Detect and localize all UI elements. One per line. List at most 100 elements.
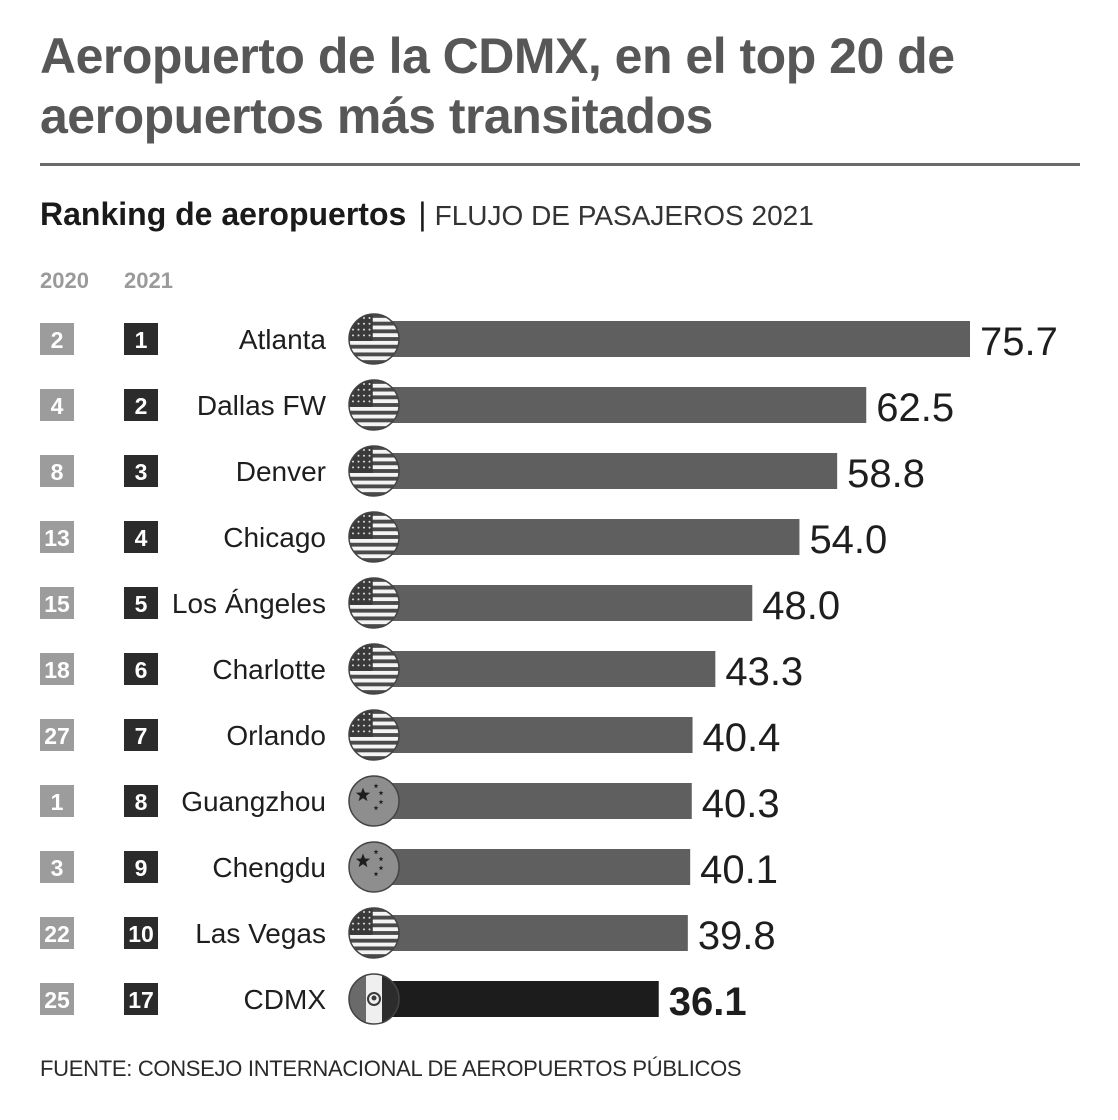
- subtitle-separator: |: [418, 196, 427, 232]
- us-flag-icon: [348, 709, 400, 761]
- rank-2021-label: 4: [135, 525, 148, 551]
- rank-2020-badge: 8: [40, 455, 74, 487]
- rank-2021-label: 5: [135, 591, 148, 617]
- value-label: 54.0: [809, 518, 887, 562]
- us-flag-icon: [348, 907, 400, 959]
- value-label: 62.5: [876, 386, 954, 430]
- rank-2020-label: 25: [44, 987, 70, 1013]
- rank-2021-label: 3: [135, 459, 148, 485]
- rank-2020-label: 3: [51, 855, 64, 881]
- column-header-2021: 2021: [124, 268, 173, 293]
- rank-2020-label: 15: [44, 591, 70, 617]
- category-label: Las Vegas: [195, 918, 326, 949]
- rank-2020-badge: 18: [40, 653, 74, 685]
- bar: [375, 585, 753, 621]
- rank-2020-label: 22: [44, 921, 70, 947]
- chart-subtitle: Ranking de aeropuertos | FLUJO DE PASAJERO…: [40, 196, 814, 233]
- rank-2020-label: 4: [51, 393, 64, 419]
- rank-2021-badge: 6: [124, 653, 158, 685]
- source-note: FUENTE: CONSEJO INTERNACIONAL DE AEROPUE…: [40, 1056, 742, 1081]
- rank-2021-label: 1: [135, 327, 148, 353]
- rank-2021-badge: 4: [124, 521, 158, 553]
- rank-2020-badge: 15: [40, 587, 74, 619]
- us-flag-icon: [348, 511, 400, 563]
- rank-2020-label: 13: [44, 525, 70, 551]
- bar: [375, 519, 800, 555]
- rank-2021-badge: 10: [124, 917, 158, 949]
- value-label: 48.0: [762, 584, 840, 628]
- chart-row: 13 4 Chicago 54.0: [40, 511, 887, 563]
- chart-row: 25 17 CDMX 36.1: [40, 973, 747, 1025]
- title-divider: [40, 163, 1080, 166]
- value-label: 75.7: [980, 320, 1058, 364]
- bar: [375, 453, 838, 489]
- chart-row: 4 2 Dallas FW 62.5: [40, 379, 954, 431]
- rank-2020-badge: 25: [40, 983, 74, 1015]
- rank-2020-badge: 4: [40, 389, 74, 421]
- category-label: Chicago: [223, 522, 326, 553]
- category-label: Atlanta: [239, 324, 327, 355]
- bar: [375, 783, 692, 819]
- rank-2020-label: 8: [51, 459, 64, 485]
- value-label: 40.3: [702, 782, 780, 826]
- bar: [375, 849, 691, 885]
- rank-2021-label: 7: [135, 723, 148, 749]
- category-label: Guangzhou: [181, 786, 326, 817]
- value-label: 40.1: [700, 848, 778, 892]
- rank-2021-badge: 17: [124, 983, 158, 1015]
- chart-row: 27 7 Orlando 40.4: [40, 709, 781, 761]
- chart-row: 3 9 Chengdu 40.1: [40, 841, 778, 893]
- chart-row: 15 5 Los Ángeles 48.0: [40, 577, 840, 629]
- bar: [375, 387, 867, 423]
- us-flag-icon: [348, 313, 400, 365]
- rank-2021-badge: 8: [124, 785, 158, 817]
- bar: [375, 321, 970, 357]
- rank-2021-label: 10: [128, 921, 154, 947]
- category-label: Chengdu: [212, 852, 326, 883]
- bar: [375, 717, 693, 753]
- chart-row: 1 8 Guangzhou 40.3: [40, 775, 780, 827]
- category-label: Denver: [236, 456, 326, 487]
- value-label: 40.4: [703, 716, 781, 760]
- rank-2021-label: 9: [135, 855, 148, 881]
- subtitle-light: FLUJO DE PASAJEROS 2021: [434, 200, 814, 231]
- bar: [375, 915, 688, 951]
- category-label: Dallas FW: [197, 390, 327, 421]
- rank-2020-badge: 3: [40, 851, 74, 883]
- chart-row: 8 3 Denver 58.8: [40, 445, 925, 497]
- rank-2021-label: 2: [135, 393, 148, 419]
- rank-2020-label: 2: [51, 327, 64, 353]
- rank-2021-badge: 3: [124, 455, 158, 487]
- category-label: Orlando: [226, 720, 326, 751]
- value-label: 39.8: [698, 914, 776, 958]
- category-label: CDMX: [244, 984, 327, 1015]
- page-title: Aeropuerto de la CDMX, en el top 20 de a…: [40, 28, 955, 144]
- rank-2021-badge: 2: [124, 389, 158, 421]
- bar: [375, 981, 659, 1017]
- chart-row: 18 6 Charlotte 43.3: [40, 643, 803, 695]
- rank-2021-badge: 5: [124, 587, 158, 619]
- column-header-2020: 2020: [40, 268, 89, 293]
- rank-2020-badge: 2: [40, 323, 74, 355]
- us-flag-icon: [348, 577, 400, 629]
- us-flag-icon: [348, 445, 400, 497]
- subtitle-bold: Ranking de aeropuertos: [40, 196, 407, 232]
- rank-2020-badge: 27: [40, 719, 74, 751]
- chart-row: 22 10 Las Vegas 39.8: [40, 907, 776, 959]
- category-label: Los Ángeles: [172, 588, 326, 619]
- china-flag-icon: [348, 775, 400, 827]
- rank-2021-label: 6: [135, 657, 148, 683]
- rank-2021-badge: 1: [124, 323, 158, 355]
- rank-2021-badge: 9: [124, 851, 158, 883]
- rank-2020-badge: 1: [40, 785, 74, 817]
- rank-2020-label: 18: [44, 657, 70, 683]
- bar: [375, 651, 716, 687]
- rank-2020-label: 1: [51, 789, 64, 815]
- value-label: 43.3: [725, 650, 803, 694]
- chart-row: 2 1 Atlanta 75.7: [40, 313, 1058, 365]
- value-label: 36.1: [669, 980, 747, 1024]
- rank-2020-badge: 22: [40, 917, 74, 949]
- mexico-flag-icon: [348, 973, 400, 1025]
- us-flag-icon: [348, 379, 400, 431]
